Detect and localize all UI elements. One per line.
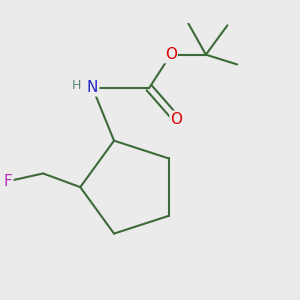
Text: N: N	[87, 80, 98, 95]
Text: F: F	[4, 174, 12, 189]
Text: H: H	[71, 79, 81, 92]
Text: O: O	[165, 47, 177, 62]
Text: O: O	[171, 112, 183, 127]
